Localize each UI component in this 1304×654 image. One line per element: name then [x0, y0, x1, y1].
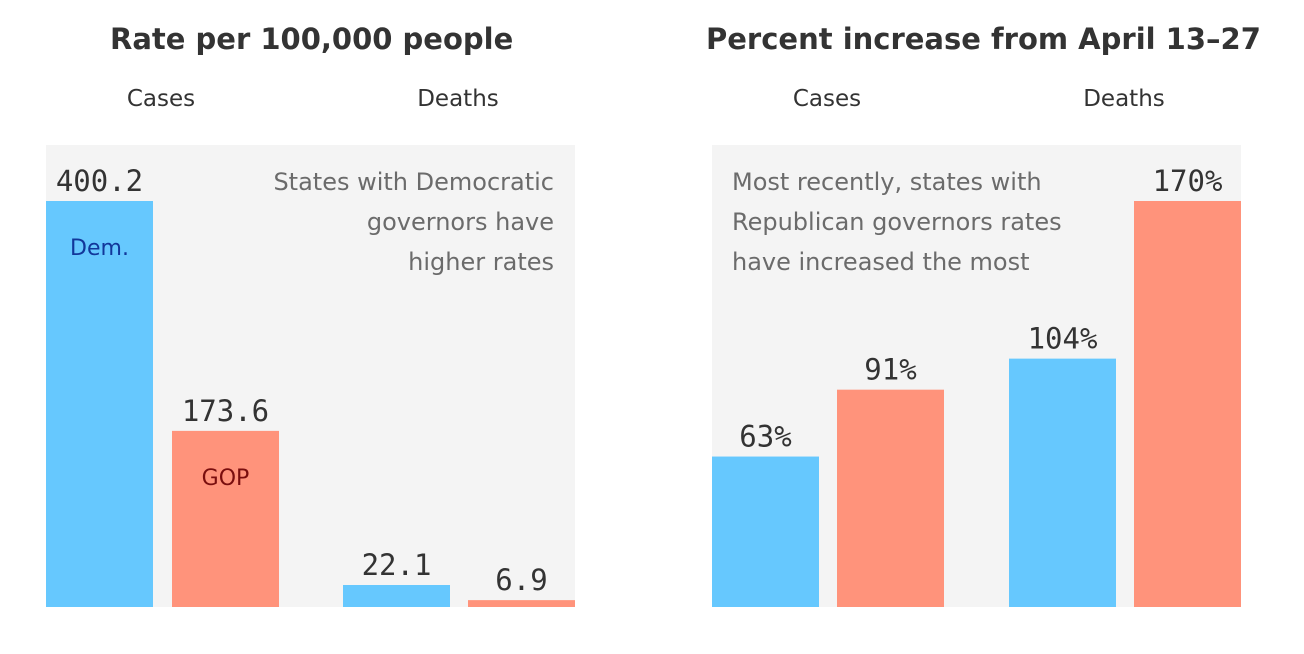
value-label: 22.1 [362, 548, 432, 582]
bar-cases-series-0 [712, 456, 819, 607]
left-deaths-header: Deaths [417, 86, 499, 112]
bar-deaths-series-1 [1134, 201, 1241, 607]
value-label: 91% [864, 353, 916, 387]
bar-cases-gop [172, 430, 279, 607]
value-label: 63% [739, 420, 791, 454]
value-label: 104% [1028, 322, 1098, 356]
annotation-line: Most recently, states with [732, 168, 1042, 196]
bar-deaths-dem [343, 585, 450, 607]
series-label-dem: Dem. [70, 236, 129, 261]
right-cases-header: Cases [792, 86, 862, 112]
rate-chart: 400.2 Dem. 173.6 GOP 22.1 6.9 States with Demo… [46, 145, 575, 607]
annotation-line: Republican governors rates [732, 208, 1062, 236]
annotation-line: governors have [367, 208, 554, 236]
value-label: 170% [1153, 164, 1223, 198]
value-label: 400.2 [56, 164, 143, 198]
right-panel-title: Percent increase from April 13–27 [706, 22, 1261, 56]
annotation-line: States with Democratic [273, 168, 554, 196]
left-panel-title: Rate per 100,000 people [110, 22, 514, 56]
value-label: 6.9 [495, 563, 547, 597]
series-label-gop: GOP [202, 466, 250, 491]
bar-deaths-series-0 [1009, 358, 1116, 607]
right-deaths-header: Deaths [1083, 86, 1165, 112]
left-cases-header: Cases [126, 86, 196, 112]
bar-cases-dem [46, 201, 153, 607]
annotation-line: higher rates [408, 248, 554, 276]
bar-deaths-gop [468, 600, 575, 607]
annotation-line: have increased the most [732, 248, 1030, 276]
bar-cases-series-1 [837, 389, 944, 607]
value-label: 173.6 [182, 394, 269, 428]
increase-chart: 63% 91% 104% 170% Most recently, states with… [712, 145, 1241, 607]
